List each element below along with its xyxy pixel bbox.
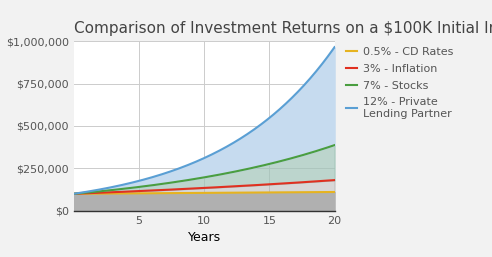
12% - Private
Lending Partner [72,192,78,195]
7% - Stocks [225,171,231,175]
7% - Stocks [291,156,297,159]
12% - Private
Lending Partner [230,141,236,144]
12% - Private
Lending Partner [226,144,232,147]
Line: 3% - Inflation: 3% - Inflation [74,180,335,194]
3% - Inflation [291,181,297,184]
0.5% - CD Rates [307,191,313,194]
7% - Stocks [332,144,338,147]
0.5% - CD Rates [226,191,232,194]
7% - Stocks [72,192,78,195]
3% - Inflation [226,185,232,188]
12% - Private
Lending Partner [307,77,313,80]
7% - Stocks [71,192,77,195]
0.5% - CD Rates [72,192,78,195]
12% - Private
Lending Partner [291,95,297,98]
3% - Inflation [332,179,338,182]
3% - Inflation [72,192,78,195]
12% - Private
Lending Partner [332,45,338,49]
X-axis label: Years: Years [187,231,221,244]
Line: 7% - Stocks: 7% - Stocks [74,145,335,194]
7% - Stocks [230,170,236,173]
0.5% - CD Rates [332,190,338,194]
7% - Stocks [307,151,313,154]
12% - Private
Lending Partner [71,192,77,195]
Line: 0.5% - CD Rates: 0.5% - CD Rates [74,192,335,194]
3% - Inflation [225,185,231,188]
3% - Inflation [230,185,236,188]
0.5% - CD Rates [225,191,231,194]
7% - Stocks [226,171,232,174]
Legend: 0.5% - CD Rates, 3% - Inflation, 7% - Stocks, 12% - Private
Lending Partner: 0.5% - CD Rates, 3% - Inflation, 7% - St… [343,43,457,122]
3% - Inflation [71,192,77,195]
12% - Private
Lending Partner [225,144,231,148]
0.5% - CD Rates [291,191,297,194]
3% - Inflation [307,180,313,183]
Line: 12% - Private
Lending Partner: 12% - Private Lending Partner [74,47,335,194]
0.5% - CD Rates [230,191,236,194]
0.5% - CD Rates [71,192,77,195]
Text: Comparison of Investment Returns on a $100K Initial Investment: Comparison of Investment Returns on a $1… [74,21,492,36]
